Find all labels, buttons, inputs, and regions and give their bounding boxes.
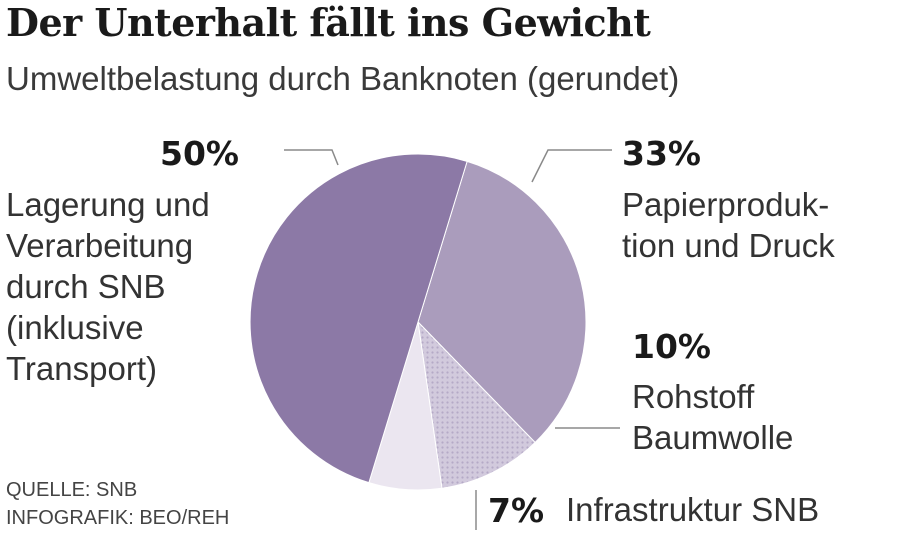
slice-percent-label-infrastruktur: 7% xyxy=(488,491,545,530)
leader-line-lagerung xyxy=(284,149,339,166)
slice-percent-label-rohstoff: 10% xyxy=(632,327,711,366)
slice-label-line: Verarbeitung xyxy=(6,227,194,264)
slice-label-line: durch SNB xyxy=(6,268,166,305)
pie-slice-rohstoff xyxy=(417,320,536,489)
credit-line: INFOGRAFIK: BEO/REH xyxy=(6,507,230,529)
slice-label-papier: Papierproduk- tion und Druck xyxy=(622,184,835,266)
leader-line-papier xyxy=(531,149,612,183)
slice-label-line: Transport) xyxy=(6,350,157,387)
slice-label-line: Lagerung und xyxy=(6,186,210,223)
slice-label-rohstoff: Rohstoff Baumwolle xyxy=(632,376,793,458)
chart-subtitle: Umweltbelastung durch Banknoten (gerunde… xyxy=(6,60,680,97)
slice-label-infrastruktur: Infrastruktur SNB xyxy=(566,491,820,528)
slice-label-line: Baumwolle xyxy=(632,419,794,456)
pie-slice-papier xyxy=(417,160,587,444)
pie-slice-lagerung xyxy=(249,153,468,484)
source-credit: QUELLE: SNB INFOGRAFIK: BEO/REH xyxy=(6,476,229,532)
slice-label-line: Rohstoff xyxy=(632,378,755,415)
slice-label-line: (inklusive xyxy=(6,309,144,346)
slice-label-line: tion und Druck xyxy=(622,227,835,264)
chart-title: Der Unterhalt fällt ins Gewicht xyxy=(6,0,651,45)
slice-label-lagerung: Lagerung und Verarbeitung durch SNB (ink… xyxy=(6,184,210,389)
slice-percent-label-lagerung: 50% xyxy=(160,134,239,173)
slice-percent-label-papier: 33% xyxy=(622,134,701,173)
source-line: QUELLE: SNB xyxy=(6,479,138,501)
slice-label-line: Papierproduk- xyxy=(622,186,830,223)
